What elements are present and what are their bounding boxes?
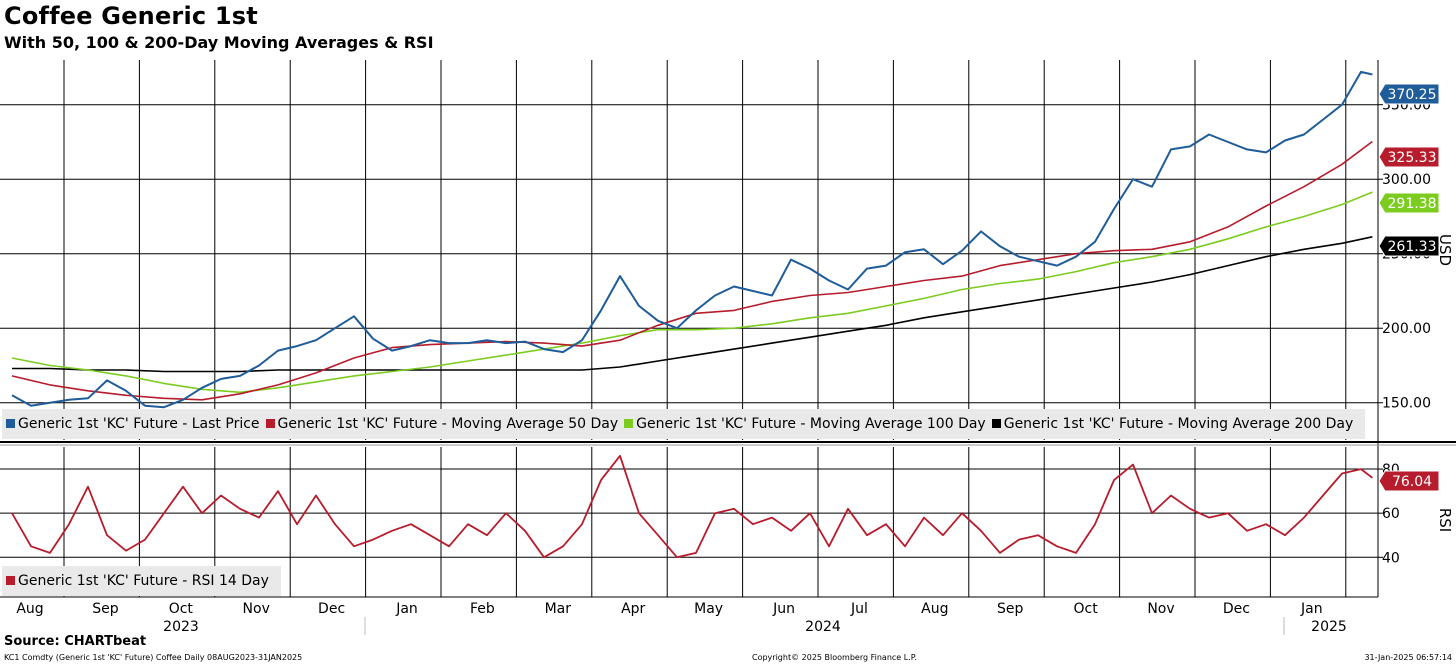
chart-subtitle: With 50, 100 & 200-Day Moving Averages &… xyxy=(4,33,434,52)
footer-copyright: Copyright© 2025 Bloomberg Finance L.P. xyxy=(752,653,917,662)
legend-entry: Generic 1st 'KC' Future - Last Price xyxy=(6,409,260,439)
price-panel-series xyxy=(11,70,1373,409)
rsi-tick-label: 40 xyxy=(1382,550,1400,566)
legend-label: Generic 1st 'KC' Future - Moving Average… xyxy=(1003,416,1354,432)
x-month-label: May xyxy=(694,601,723,617)
legend-label: Generic 1st 'KC' Future - RSI 14 Day xyxy=(18,573,269,589)
last-value-tag-0-shape xyxy=(1378,83,1440,105)
x-month-label: Sep xyxy=(92,601,119,617)
x-month-label: Jun xyxy=(772,601,795,617)
price-panel-grid xyxy=(0,60,1378,440)
legend-swatch xyxy=(6,419,15,428)
y-tick-label: 300.00 xyxy=(1382,172,1431,188)
x-month-label: Feb xyxy=(470,601,495,617)
legend-entry: Generic 1st 'KC' Future - RSI 14 Day xyxy=(6,566,269,596)
x-year-label: 2024 xyxy=(805,619,841,635)
source-note: Source: CHARTbeat xyxy=(4,634,147,649)
chart-title: Coffee Generic 1st xyxy=(4,2,258,30)
x-month-label: Oct xyxy=(169,601,194,617)
last-value-tag-1: 325.33 xyxy=(1378,146,1440,168)
last-value-tag-0-text: 370.25 xyxy=(1388,87,1437,103)
y-tick-label: 200.00 xyxy=(1382,321,1431,337)
legend-swatch xyxy=(991,419,1001,428)
price-series-line-0 xyxy=(11,70,1373,409)
price-series-line-3 xyxy=(12,236,1373,373)
y-tick-label: 150.00 xyxy=(1382,396,1431,412)
footer-security: KC1 Comdty (Generic 1st 'KC' Future) Cof… xyxy=(4,653,303,662)
rsi-panel-series xyxy=(11,454,1373,559)
x-year-label: 2023 xyxy=(163,619,199,635)
rsi-last-value-tag-text: 76.04 xyxy=(1392,474,1432,490)
last-value-tag-2-text: 291.38 xyxy=(1388,196,1437,212)
legend-entry: Generic 1st 'KC' Future - Moving Average… xyxy=(624,409,986,439)
legend-entry: Generic 1st 'KC' Future - Moving Average… xyxy=(991,409,1354,439)
x-month-label: Jul xyxy=(850,601,868,617)
rsi-tick-label: 60 xyxy=(1382,506,1400,522)
x-month-label: Aug xyxy=(16,601,43,617)
rsi-last-value-tag-shape xyxy=(1378,470,1440,492)
x-month-label: Sep xyxy=(997,601,1024,617)
last-value-tag-2-shape xyxy=(1378,192,1440,214)
chart-labels: 150.00200.00250.00300.00350.00406080USDR… xyxy=(16,83,1454,635)
legend-swatch xyxy=(6,576,15,585)
last-value-tag-3-text: 261.33 xyxy=(1388,239,1437,255)
last-value-tag-1-text: 325.33 xyxy=(1388,150,1437,166)
x-month-label: Nov xyxy=(1147,601,1174,617)
rsi-last-value-tag: 76.04 xyxy=(1378,470,1440,492)
legend-label: Generic 1st 'KC' Future - Moving Average… xyxy=(277,416,619,432)
x-month-label: Dec xyxy=(318,601,345,617)
price-legend: Generic 1st 'KC' Future - Last Price Gene… xyxy=(2,409,1366,439)
legend-entry: Generic 1st 'KC' Future - Moving Average… xyxy=(265,409,619,439)
rsi-series-line xyxy=(11,454,1373,559)
last-value-tag-2: 291.38 xyxy=(1378,192,1440,214)
x-month-label: Mar xyxy=(545,601,572,617)
x-year-label: 2025 xyxy=(1311,619,1347,635)
legend-label: Generic 1st 'KC' Future - Moving Average… xyxy=(636,416,986,432)
x-month-label: Jan xyxy=(395,601,418,617)
last-value-tag-1-shape xyxy=(1378,146,1440,168)
last-value-tag-3: 261.33 xyxy=(1378,235,1440,257)
rsi-axis-label: RSI xyxy=(1436,508,1454,532)
rsi-legend: Generic 1st 'KC' Future - RSI 14 Day xyxy=(2,566,281,596)
x-month-label: Oct xyxy=(1073,601,1098,617)
y-axis-label: USD xyxy=(1436,234,1454,266)
footer-timestamp: 31-Jan-2025 06:57:14 xyxy=(1364,653,1452,662)
legend-swatch xyxy=(624,419,634,428)
legend-swatch xyxy=(265,419,275,428)
legend-label: Generic 1st 'KC' Future - Last Price xyxy=(18,416,260,432)
price-series-line-2 xyxy=(11,191,1373,394)
last-value-tag-3-shape xyxy=(1378,235,1440,257)
x-month-label: Dec xyxy=(1223,601,1250,617)
last-value-tag-0: 370.25 xyxy=(1378,83,1440,105)
x-month-label: Jan xyxy=(1300,601,1323,617)
x-month-label: Nov xyxy=(243,601,270,617)
x-month-label: Aug xyxy=(921,601,948,617)
x-month-label: Apr xyxy=(621,601,645,617)
price-series-line-1 xyxy=(11,140,1373,401)
chart-axes xyxy=(0,60,1456,635)
